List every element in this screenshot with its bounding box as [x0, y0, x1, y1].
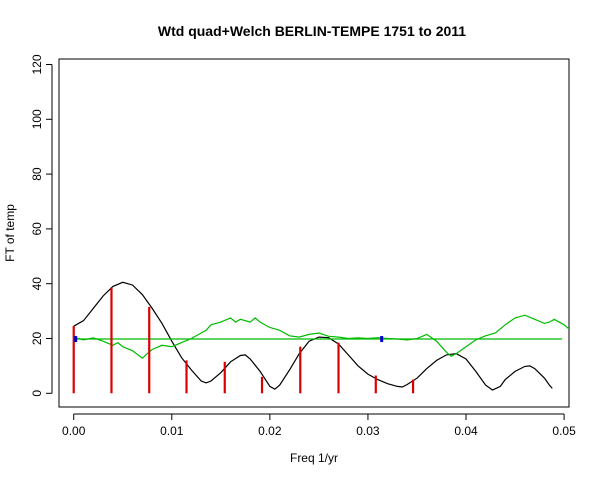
x-tick-label: 0.02 [258, 424, 282, 438]
x-tick-label: 0.00 [62, 424, 86, 438]
x-axis: 0.00 0.01 0.02 0.03 0.04 0.05 [62, 413, 576, 438]
series-layer [73, 281, 570, 391]
y-tick-label: 100 [30, 109, 44, 129]
x-tick-label: 0.03 [356, 424, 380, 438]
spike-layer [72, 287, 415, 394]
y-tick-label: 20 [30, 332, 44, 346]
y-tick-label: 80 [30, 167, 44, 181]
y-tick-label: 60 [30, 222, 44, 236]
y-axis-label: FT of temp [3, 204, 17, 262]
x-tick-label: 0.04 [454, 424, 478, 438]
x-tick-label: 0.05 [552, 424, 576, 438]
marker-point [380, 336, 384, 343]
series-line-2 [73, 314, 570, 359]
plot-frame [58, 58, 570, 408]
series-line-1 [73, 281, 553, 391]
chart-title: Wtd quad+Welch BERLIN-TEMPE 1751 to 2011 [158, 23, 466, 39]
y-tick-label: 120 [30, 54, 44, 74]
x-tick-label: 0.01 [160, 424, 184, 438]
marker-layer [74, 336, 384, 343]
y-axis: 0 20 40 60 80 100 120 [30, 54, 53, 397]
y-tick-label: 40 [30, 277, 44, 291]
y-tick-label: 0 [30, 390, 44, 397]
marker-point [74, 336, 78, 343]
x-axis-label: Freq 1/yr [290, 451, 338, 465]
